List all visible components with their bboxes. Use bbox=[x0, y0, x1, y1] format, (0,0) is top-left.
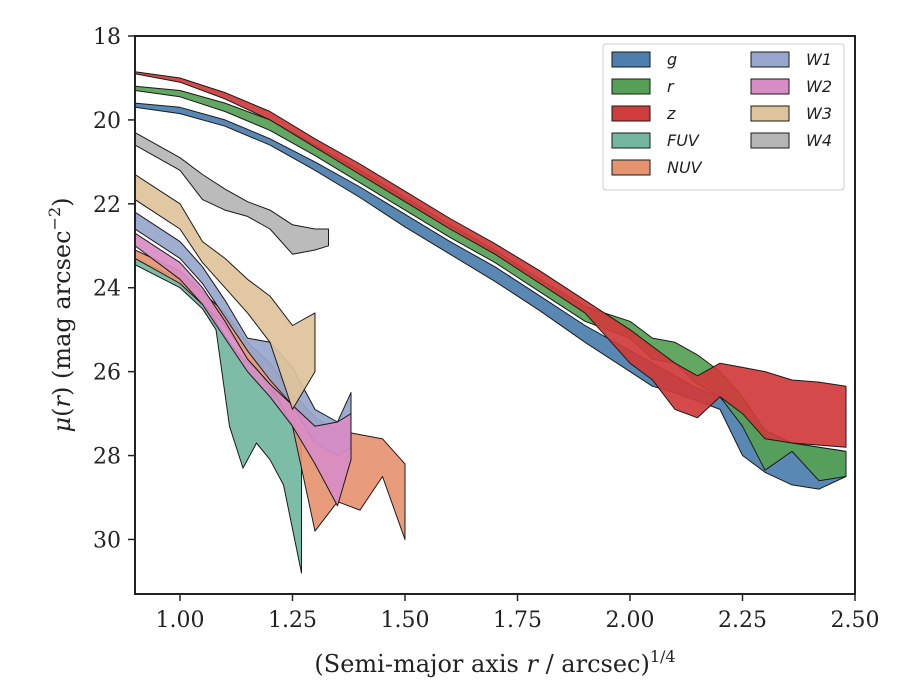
x-tick-label: 2.00 bbox=[606, 608, 655, 633]
y-tick-label: 18 bbox=[93, 25, 121, 50]
x-tick-label: 1.75 bbox=[493, 608, 542, 633]
x-axis-label: (Semi-major axis r / arcsec)1/4 bbox=[314, 647, 675, 678]
y-axis-label: μ(r) (mag arcsec−2) bbox=[45, 197, 76, 432]
legend-label: r bbox=[667, 77, 675, 96]
x-tick-label: 1.00 bbox=[156, 608, 205, 633]
legend-label: g bbox=[667, 50, 677, 69]
band-w2 bbox=[135, 232, 352, 507]
legend-swatch bbox=[750, 132, 790, 149]
x-tick-label: 1.50 bbox=[381, 608, 430, 633]
legend-item-w3: W3 bbox=[750, 104, 832, 123]
x-axis: 1.00 1.25 1.50 1.75 2.00 2.25 2.50 bbox=[156, 594, 880, 633]
legend: grz FUV NUV W1 W2 W3 W4 bbox=[602, 43, 845, 191]
legend-label: W4 bbox=[806, 131, 832, 150]
legend-item-w4: W4 bbox=[750, 131, 832, 150]
y-tick-label: 28 bbox=[93, 445, 121, 470]
legend-label: FUV bbox=[667, 131, 700, 150]
legend-label: W3 bbox=[806, 104, 832, 123]
legend-swatch bbox=[750, 105, 790, 122]
band-w4 bbox=[135, 132, 329, 255]
legend-item-w1: W1 bbox=[750, 50, 832, 69]
x-tick-label: 1.25 bbox=[268, 608, 317, 633]
x-tick-label: 2.25 bbox=[718, 608, 767, 633]
legend-item-fuv: FUV bbox=[611, 131, 700, 150]
y-tick-label: 22 bbox=[93, 193, 121, 218]
legend-swatch bbox=[611, 105, 651, 122]
legend-label: z bbox=[666, 104, 676, 123]
y-axis: 18 20 22 24 26 28 30 bbox=[93, 25, 135, 553]
legend-item-g: g bbox=[611, 50, 677, 69]
legend-item-r: r bbox=[611, 77, 675, 96]
band-w3 bbox=[135, 174, 316, 410]
axes-frame bbox=[134, 35, 856, 595]
y-tick-label: 20 bbox=[93, 109, 121, 134]
legend-label: W1 bbox=[806, 50, 832, 69]
x-tick-label: 2.50 bbox=[831, 608, 880, 633]
legend-swatch bbox=[750, 51, 790, 68]
legend-item-nuv: NUV bbox=[611, 158, 703, 177]
legend-label: W2 bbox=[806, 77, 832, 96]
band-z bbox=[135, 71, 847, 448]
y-tick-label: 26 bbox=[93, 361, 121, 386]
legend-swatch bbox=[611, 159, 651, 176]
series-layer bbox=[135, 71, 847, 574]
legend-item-z: z bbox=[611, 104, 676, 123]
y-tick-label: 24 bbox=[93, 277, 121, 302]
legend-label: NUV bbox=[667, 158, 703, 177]
legend-item-w2: W2 bbox=[750, 77, 832, 96]
legend-swatch bbox=[750, 78, 790, 95]
legend-swatch bbox=[611, 78, 651, 95]
legend-swatch bbox=[611, 51, 651, 68]
y-tick-label: 30 bbox=[93, 528, 121, 553]
legend-swatch bbox=[611, 132, 651, 149]
